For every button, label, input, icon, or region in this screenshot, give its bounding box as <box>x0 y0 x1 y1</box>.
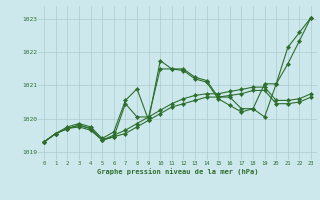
X-axis label: Graphe pression niveau de la mer (hPa): Graphe pression niveau de la mer (hPa) <box>97 168 258 175</box>
